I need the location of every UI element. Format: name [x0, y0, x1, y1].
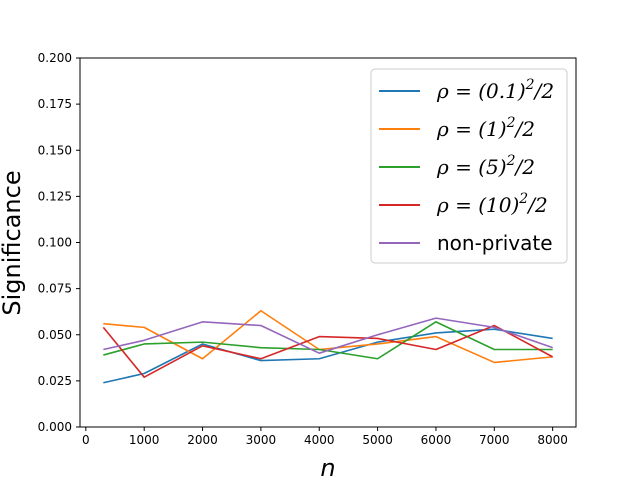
series-line-1 — [103, 328, 553, 384]
legend-label: ρ = (10)2/2 — [436, 191, 548, 217]
x-axis-label: n — [320, 454, 335, 480]
legend-label: ρ = (1)2/2 — [436, 115, 535, 141]
series-line-5 — [103, 317, 553, 355]
x-tick-label: 3000 — [246, 433, 277, 447]
legend-label-base: ρ = (5) — [436, 155, 507, 179]
legend-label-sup: 2 — [506, 115, 516, 131]
x-tick-label: 8000 — [537, 433, 568, 447]
y-tick-label: 0.000 — [38, 420, 72, 434]
legend-label-tail: /2 — [513, 117, 534, 141]
legend-label-tail: /2 — [533, 79, 554, 103]
y-tick-label: 0.025 — [38, 374, 72, 388]
y-tick-label: 0.175 — [38, 97, 72, 111]
y-tick-label: 0.050 — [38, 328, 72, 342]
x-axis: 0 1000 2000 3000 4000 5000 6000 7000 8000 — [82, 427, 568, 447]
legend-box — [370, 68, 568, 264]
y-tick-label: 0.150 — [38, 143, 72, 157]
x-tick-label: 2000 — [187, 433, 218, 447]
y-tick-label: 0.075 — [38, 282, 72, 296]
x-tick-label: 6000 — [421, 433, 452, 447]
series-layer — [102, 309, 554, 384]
series-line-3 — [103, 321, 553, 360]
legend-label-tail: /2 — [513, 155, 534, 179]
legend-label-base: ρ = (1) — [436, 117, 507, 141]
legend-label-base: ρ = (0.1) — [436, 79, 526, 103]
legend-label: ρ = (0.1)2/2 — [436, 77, 554, 103]
y-tick-label: 0.100 — [38, 236, 72, 250]
legend: ρ = (0.1)2/2ρ = (1)2/2ρ = (5)2/2ρ = (10)… — [370, 68, 568, 264]
series-line-4 — [102, 324, 554, 378]
y-axis-label: Significance — [0, 170, 26, 315]
y-tick-label: 0.200 — [38, 51, 72, 65]
legend-label: ρ = (5)2/2 — [436, 153, 535, 179]
y-tick-label: 0.125 — [38, 189, 72, 203]
legend-label-sup: 2 — [518, 191, 528, 207]
legend-label-tail: /2 — [526, 193, 547, 217]
legend-label-base: non-private — [437, 231, 553, 255]
y-axis: 0.000 0.025 0.050 0.075 0.100 0.125 0.150 0.175… — [38, 51, 80, 434]
legend-label-base: ρ = (10) — [436, 193, 519, 217]
legend-label: non-private — [437, 231, 553, 255]
x-tick-label: 4000 — [304, 433, 335, 447]
legend-label-sup: 2 — [506, 153, 516, 169]
legend-label-sup: 2 — [525, 77, 535, 93]
x-tick-label: 1000 — [129, 433, 160, 447]
x-tick-label: 5000 — [362, 433, 393, 447]
x-tick-label: 7000 — [479, 433, 510, 447]
x-tick-label: 0 — [82, 433, 90, 447]
